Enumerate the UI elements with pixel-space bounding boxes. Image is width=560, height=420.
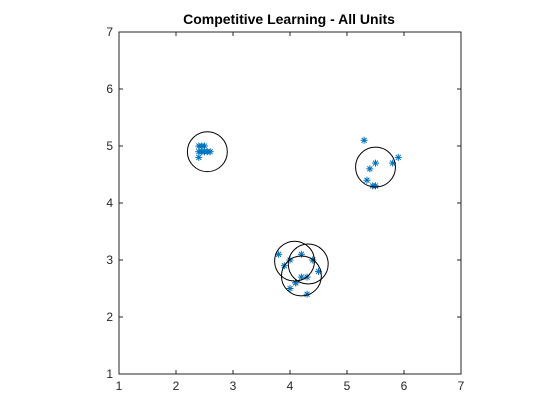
- y-tick-label: 3: [106, 253, 113, 267]
- unit-circle: [186, 131, 228, 173]
- data-point: [201, 148, 208, 156]
- y-tick-label: 2: [106, 310, 113, 324]
- data-point: [394, 153, 402, 161]
- plot-area-box: [118, 31, 462, 375]
- unit-circles: [186, 131, 396, 297]
- unit-circle: [287, 243, 329, 285]
- x-tick-label: 6: [401, 379, 408, 393]
- unit-circle: [355, 146, 396, 188]
- x-tick-label: 4: [287, 379, 294, 393]
- data-point: [372, 182, 379, 190]
- x-tick-label: 7: [458, 379, 465, 393]
- x-tick-label: 5: [344, 379, 351, 393]
- y-tick-label: 7: [106, 25, 113, 39]
- data-point: [286, 285, 294, 292]
- data-point: [198, 142, 206, 150]
- x-tick-label: 1: [116, 379, 123, 393]
- y-tick-label: 1: [106, 367, 113, 381]
- data-point: [366, 165, 374, 173]
- x-tick-label: 3: [230, 379, 237, 393]
- data-point: [363, 176, 371, 184]
- data-point: [360, 136, 368, 144]
- y-tick-label: 4: [106, 196, 113, 210]
- unit-circle: [274, 240, 316, 282]
- x-tick-label: 2: [173, 379, 180, 393]
- y-axis: 1 2 3 4 5 6 7: [106, 25, 461, 381]
- x-axis: 1 2 3 4 5 6 7: [116, 32, 465, 393]
- y-tick-label: 5: [106, 139, 113, 153]
- data-point: [297, 250, 305, 258]
- data-points: [195, 136, 402, 298]
- chart-title: Competitive Learning - All Units: [183, 11, 395, 27]
- y-tick-label: 6: [106, 82, 113, 96]
- data-point: [372, 159, 379, 167]
- unit-circle: [280, 255, 322, 297]
